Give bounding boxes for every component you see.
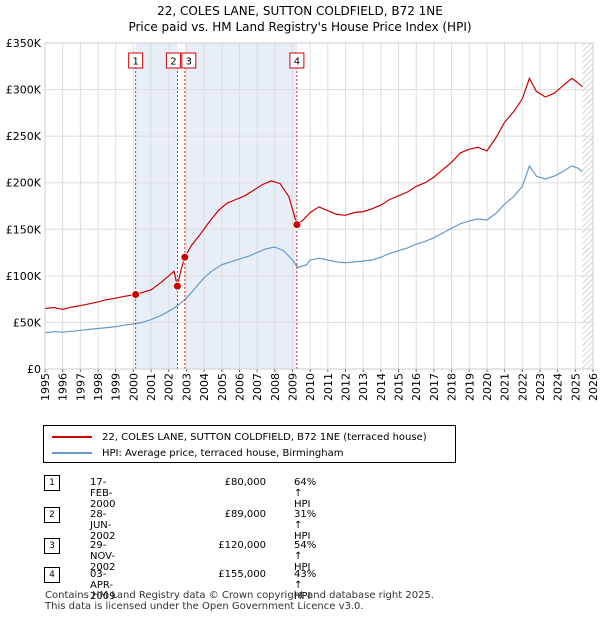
x-tick-label: 2018 — [446, 373, 459, 401]
ownership-shade — [135, 43, 178, 369]
sale-point — [180, 252, 190, 262]
transaction-price: £120,000 — [218, 540, 266, 551]
x-tick-label: 2010 — [304, 373, 317, 401]
transaction-price: £80,000 — [224, 477, 266, 488]
x-tick-label: 2009 — [286, 373, 299, 401]
y-tick-label: £250K — [6, 130, 42, 143]
x-tick-label: 2006 — [233, 373, 246, 401]
plot-area — [45, 43, 593, 369]
legend-item-hpi: HPI: Average price, terraced house, Birm… — [52, 446, 343, 460]
x-tick-label: 2004 — [198, 373, 211, 401]
sale-label: 2 — [170, 57, 176, 68]
sale-point — [292, 220, 302, 230]
x-tick-label: 2007 — [251, 373, 264, 401]
x-tick-label: 2019 — [463, 373, 476, 401]
property-price-line — [44, 76, 583, 311]
chart-subtitle: Price paid vs. HM Land Registry's House … — [128, 20, 472, 34]
x-tick-label: 2003 — [180, 373, 193, 401]
x-tick-label: 2017 — [428, 373, 441, 401]
x-tick-label: 2001 — [145, 373, 158, 401]
transaction-hpi: 31% ↑ HPI — [294, 509, 317, 542]
x-tick-label: 2025 — [569, 373, 582, 401]
sale-label-box — [165, 52, 181, 69]
legend-item-property: 22, COLES LANE, SUTTON COLDFIELD, B72 1N… — [52, 430, 427, 444]
y-tick-label: £150K — [6, 223, 42, 236]
transaction-date: 03-APR-2009 — [90, 569, 116, 602]
x-tick-label: 2014 — [375, 373, 388, 401]
x-tick-label: 2011 — [322, 373, 335, 401]
x-tick-label: 2016 — [410, 373, 423, 401]
x-tick-label: 2013 — [357, 373, 370, 401]
sale-label: 3 — [186, 57, 192, 68]
transaction-hpi: 64% ↑ HPI — [294, 477, 317, 510]
y-tick-label: £50K — [13, 316, 42, 329]
x-tick-label: 2012 — [340, 373, 353, 401]
chart-title: 22, COLES LANE, SUTTON COLDFIELD, B72 1N… — [157, 4, 443, 18]
y-tick-label: £100K — [6, 270, 42, 283]
x-tick-label: 1999 — [110, 373, 123, 401]
x-tick-label: 2020 — [481, 373, 494, 401]
x-tick-label: 1995 — [39, 373, 52, 401]
transaction-number: 1 — [44, 475, 60, 491]
x-tick-label: 1997 — [74, 373, 87, 401]
transaction-date: 17-FEB-2000 — [90, 477, 116, 510]
sale-label: 4 — [294, 57, 300, 68]
sale-label-box — [181, 52, 197, 69]
legend-swatch-property — [52, 436, 92, 438]
sale-point — [131, 289, 141, 299]
sale-point — [172, 281, 182, 291]
x-tick-label: 2023 — [534, 373, 547, 401]
footer-licence: This data is licensed under the Open Gov… — [45, 601, 364, 612]
y-tick-label: £350K — [6, 37, 42, 50]
x-tick-label: 2021 — [499, 373, 512, 401]
transaction-date: 29-NOV-2002 — [90, 540, 116, 573]
x-tick-label: 2015 — [393, 373, 406, 401]
x-tick-label: 2002 — [163, 373, 176, 401]
sale-label-box — [128, 52, 144, 69]
x-tick-label: 2022 — [516, 373, 529, 401]
x-tick-label: 2024 — [552, 373, 565, 401]
ownership-shade — [184, 43, 297, 369]
transaction-price: £155,000 — [218, 569, 266, 580]
x-tick-label: 1996 — [57, 373, 70, 401]
transaction-hpi: 43% ↑ HPI — [294, 569, 317, 602]
plot-border — [44, 42, 594, 370]
transaction-number: 4 — [44, 567, 60, 583]
sale-label: 1 — [132, 57, 138, 68]
x-tick-label: 2026 — [587, 373, 600, 401]
forecast-hatch — [582, 43, 593, 369]
x-tick-label: 2000 — [127, 373, 140, 401]
sale-label-box — [289, 52, 305, 69]
x-tick-label: 2005 — [216, 373, 229, 401]
chart-legend: 22, COLES LANE, SUTTON COLDFIELD, B72 1N… — [43, 425, 456, 463]
legend-label-hpi: HPI: Average price, terraced house, Birm… — [102, 447, 344, 459]
x-tick-label: 2008 — [269, 373, 282, 401]
transaction-hpi: 54% ↑ HPI — [294, 540, 317, 573]
x-tick-label: 1998 — [92, 373, 105, 401]
legend-swatch-hpi — [52, 452, 92, 454]
transaction-number: 2 — [44, 507, 60, 523]
transaction-number: 3 — [44, 538, 60, 554]
footer-copyright: Contains HM Land Registry data © Crown c… — [45, 590, 434, 601]
y-tick-label: £0 — [27, 363, 41, 376]
transaction-price: £89,000 — [224, 509, 266, 520]
hpi-line — [44, 164, 583, 334]
transaction-date: 28-JUN-2002 — [90, 509, 116, 542]
legend-label-property: 22, COLES LANE, SUTTON COLDFIELD, B72 1N… — [102, 431, 427, 443]
y-tick-label: £200K — [6, 177, 42, 190]
y-tick-label: £300K — [6, 84, 42, 97]
